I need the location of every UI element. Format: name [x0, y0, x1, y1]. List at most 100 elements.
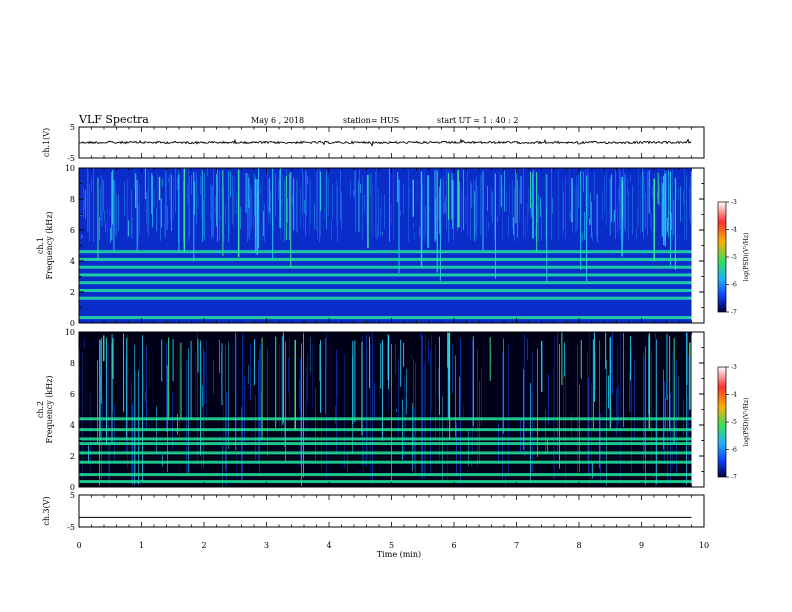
- noise-streak: [353, 189, 354, 196]
- noise-streak: [366, 333, 367, 467]
- noise-streak: [102, 179, 103, 227]
- noise-streak: [310, 179, 311, 226]
- ch2-spectrogram-panel: 0 2 4 6 8 10 ch.2 Frequency (kHz): [36, 328, 705, 492]
- x-tick-label: 3: [264, 541, 269, 550]
- noise-streak: [381, 195, 382, 217]
- noise-streak: [618, 386, 619, 425]
- noise-streak: [326, 170, 327, 230]
- noise-streak: [453, 181, 454, 240]
- noise-streak: [491, 188, 492, 216]
- noise-streak: [110, 227, 111, 243]
- noise-streak: [131, 381, 132, 484]
- noise-streak: [398, 175, 399, 205]
- noise-streak: [644, 357, 645, 453]
- y-tick-label: 0: [70, 319, 75, 328]
- noise-streak: [335, 405, 336, 425]
- noise-streak: [279, 344, 280, 428]
- noise-streak: [228, 341, 229, 450]
- noise-streak: [588, 173, 589, 216]
- noise-streak: [135, 370, 136, 474]
- noise-streak: [643, 171, 644, 239]
- colorbar-tick-label: -4: [731, 392, 737, 399]
- noise-streak: [587, 350, 588, 465]
- noise-streak: [191, 174, 192, 195]
- noise-streak: [625, 172, 626, 233]
- noise-streak: [299, 379, 300, 410]
- noise-streak: [514, 188, 515, 242]
- noise-streak: [225, 205, 226, 225]
- ch1-colorbar: -3 -4 -5 -6 -7 log(PSD)(V²/Hz): [717, 199, 750, 316]
- noise-streak: [142, 335, 143, 483]
- noise-streak: [319, 344, 320, 382]
- colorbar-tick-label: -4: [731, 227, 737, 234]
- noise-streak: [424, 169, 425, 242]
- y-axis-label: ch.1: [36, 237, 45, 254]
- noise-streak: [668, 170, 669, 238]
- noise-streak: [476, 176, 477, 241]
- noise-streak: [325, 338, 326, 414]
- noise-streak: [285, 342, 286, 462]
- noise-streak: [145, 391, 146, 402]
- x-tick-label: 8: [576, 541, 581, 550]
- noise-streak: [300, 358, 301, 466]
- noise-streak: [626, 200, 627, 202]
- noise-streak: [671, 212, 672, 231]
- noise-streak: [203, 347, 204, 469]
- noise-streak: [665, 397, 666, 431]
- noise-streak: [531, 202, 532, 217]
- noise-streak: [230, 171, 231, 198]
- noise-streak: [678, 375, 679, 419]
- noise-streak: [455, 355, 456, 437]
- colorbar-tick-label: -3: [731, 199, 737, 206]
- noise-streak: [85, 190, 86, 219]
- noise-streak: [309, 175, 310, 234]
- noise-streak: [677, 233, 678, 238]
- noise-streak: [398, 358, 399, 437]
- noise-streak: [552, 198, 553, 214]
- noise-streak: [634, 359, 635, 441]
- noise-streak: [224, 235, 225, 239]
- noise-streak: [638, 168, 639, 226]
- noise-streak: [620, 333, 621, 486]
- noise-streak: [262, 176, 263, 242]
- noise-streak: [435, 344, 436, 439]
- y-tick-label: 6: [70, 390, 75, 399]
- noise-streak: [287, 198, 288, 224]
- noise-streak: [643, 352, 644, 471]
- noise-streak: [195, 352, 196, 416]
- noise-streak: [623, 168, 624, 242]
- noise-streak: [600, 413, 601, 484]
- noise-streak: [374, 382, 375, 419]
- noise-streak: [409, 187, 410, 206]
- noise-streak: [139, 183, 140, 235]
- noise-streak: [645, 345, 646, 486]
- noise-streak: [188, 348, 189, 474]
- noise-streak: [623, 333, 624, 428]
- noise-streak: [499, 171, 500, 215]
- colorbar-gradient: [717, 201, 727, 313]
- noise-streak: [289, 173, 290, 241]
- colorbar-gradient: [717, 366, 727, 478]
- noise-streak: [310, 337, 311, 373]
- noise-streak: [99, 216, 100, 240]
- x-tick-label: 9: [639, 541, 644, 550]
- harmonic-band: [79, 460, 692, 464]
- noise-streak: [425, 205, 426, 238]
- noise-streak: [202, 170, 203, 242]
- noise-streak: [296, 180, 297, 232]
- noise-streak: [160, 199, 161, 241]
- noise-streak: [372, 332, 373, 484]
- noise-streak: [255, 395, 256, 460]
- noise-streak: [597, 194, 598, 243]
- noise-streak: [422, 334, 423, 480]
- noise-streak: [211, 184, 212, 239]
- noise-streak: [207, 168, 208, 176]
- harmonic-band: [79, 296, 692, 300]
- noise-streak: [219, 170, 220, 241]
- noise-streak: [636, 229, 637, 240]
- noise-streak: [177, 414, 178, 435]
- noise-streak: [148, 171, 149, 237]
- noise-streak: [389, 168, 390, 242]
- noise-streak: [134, 168, 135, 189]
